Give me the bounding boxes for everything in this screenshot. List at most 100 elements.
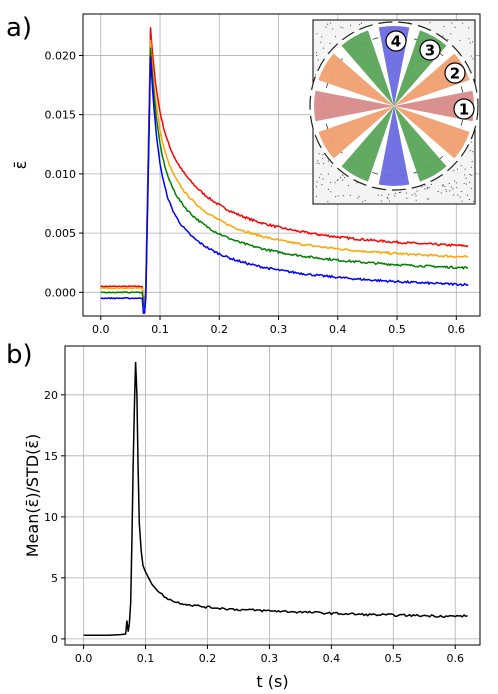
inset-speckle: [330, 191, 332, 193]
inset-speckle: [356, 182, 358, 184]
b-xtick-label: 0.0: [75, 652, 93, 665]
inset-speckle: [451, 22, 453, 24]
inset-speckle: [341, 174, 343, 176]
inset-speckle: [428, 198, 430, 200]
inset-speckle: [320, 173, 322, 175]
inset-speckle: [469, 181, 470, 183]
a-series-line-3: [100, 47, 469, 310]
a-ytick-label: 0.015: [45, 109, 77, 122]
inset-speckle: [321, 36, 323, 38]
inset-speckle: [459, 39, 461, 41]
inset-speckle: [465, 177, 467, 179]
inset-speckle: [460, 165, 462, 167]
inset-speckle: [318, 153, 320, 155]
inset-speckle: [470, 166, 472, 168]
inset-speckle: [454, 26, 456, 28]
inset-speckle: [334, 182, 336, 184]
inset-speckle: [327, 23, 329, 25]
inset-speckle: [394, 195, 396, 197]
inset-speckle: [424, 188, 426, 190]
inset-speckle: [335, 196, 337, 198]
b-ytick-label: 10: [44, 511, 58, 524]
inset-speckle: [405, 192, 407, 194]
inset-speckle: [337, 179, 339, 181]
inset-speckle: [364, 200, 366, 202]
inset-speckle: [342, 27, 344, 29]
b-xtick-label: 0.2: [199, 652, 217, 665]
inset-speckle: [466, 194, 468, 196]
b-ytick-label: 20: [44, 389, 58, 402]
b-xtick-label: 0.1: [137, 652, 155, 665]
b-ytick-label: 0: [51, 633, 58, 646]
inset-speckle: [321, 184, 323, 186]
inset-speckle: [460, 191, 462, 192]
inset-speckle: [468, 27, 470, 29]
inset-badge-label: 4: [391, 33, 401, 51]
a-ytick-label: 0.020: [45, 49, 77, 62]
inset-speckle: [473, 200, 474, 202]
inset-speckle: [471, 174, 473, 176]
inset-speckle: [414, 193, 416, 195]
inset-speckle: [336, 179, 338, 181]
inset-speckle: [449, 190, 451, 192]
a-frame: [82, 13, 481, 317]
inset-speckle: [377, 194, 379, 196]
inset-badge-2: [444, 62, 466, 84]
inset-speckle: [424, 184, 426, 186]
b-ytick-label: 5: [51, 572, 58, 585]
a-xtick-label: 0.5: [388, 323, 406, 336]
inset-speckle: [415, 199, 417, 201]
inset-speckle: [469, 174, 471, 175]
inset-speckle: [316, 162, 318, 164]
inset-speckle: [387, 198, 389, 200]
inset-speckle: [442, 185, 444, 187]
inset-speckle: [469, 42, 471, 44]
inset-speckle: [445, 189, 447, 191]
inset-speckle: [317, 160, 319, 162]
inset-speckle: [395, 193, 397, 194]
inset-speckle: [456, 187, 458, 189]
inset-speckle: [466, 183, 467, 185]
inset-speckle: [386, 197, 388, 198]
inset-speckle: [327, 173, 329, 175]
a-ytick-label: 0.000: [45, 286, 77, 299]
inset-speckle: [344, 177, 345, 179]
inset-badge-label: 2: [450, 65, 460, 83]
inset-sector: [318, 106, 394, 159]
a-xtick-label: 0.1: [151, 323, 169, 336]
inset-speckle: [452, 188, 454, 190]
inset-sector: [394, 106, 447, 182]
inset-speckle: [322, 154, 324, 155]
inset-speckle: [360, 22, 362, 24]
inset-speckle: [362, 201, 363, 203]
a-xtick-label: 0.3: [270, 323, 288, 336]
inset-speckle: [470, 55, 472, 57]
inset-speckle: [457, 168, 458, 170]
inset-speckle: [448, 183, 450, 184]
inset-speckle: [316, 33, 318, 35]
inset-speckle: [442, 35, 444, 37]
a-ytick-label: 0.005: [45, 227, 77, 240]
inset-sector: [394, 106, 470, 159]
mean-std-chart: 0.0 0.1 0.2 0.3 0.4 0.5 0.6 0 5 10 15 20 Mean(ε̄)/ST…: [23, 345, 481, 691]
inset-speckle: [316, 55, 318, 56]
a-ytick-label: 0.010: [45, 168, 77, 181]
inset-speckle: [471, 188, 473, 189]
inset-speckle: [325, 26, 327, 28]
b-xtick-label: 0.4: [323, 652, 341, 665]
b-xlabel: t (s): [256, 672, 288, 691]
inset-speckle: [329, 42, 331, 44]
inset-speckle: [461, 200, 463, 202]
inset-speckle: [348, 185, 350, 186]
inset-image: 1 23 4: [309, 19, 479, 205]
b-series-line: [83, 361, 468, 636]
inset-speckle: [400, 191, 402, 193]
a-xtick-label: 0.4: [329, 323, 347, 336]
a-xtick-label: 0.6: [448, 323, 466, 336]
inset-speckle: [464, 168, 466, 170]
inset-sector: [341, 106, 394, 182]
inset-speckle: [381, 194, 383, 196]
inset-badge-label: 3: [425, 42, 435, 60]
inset-speckle: [322, 47, 324, 49]
